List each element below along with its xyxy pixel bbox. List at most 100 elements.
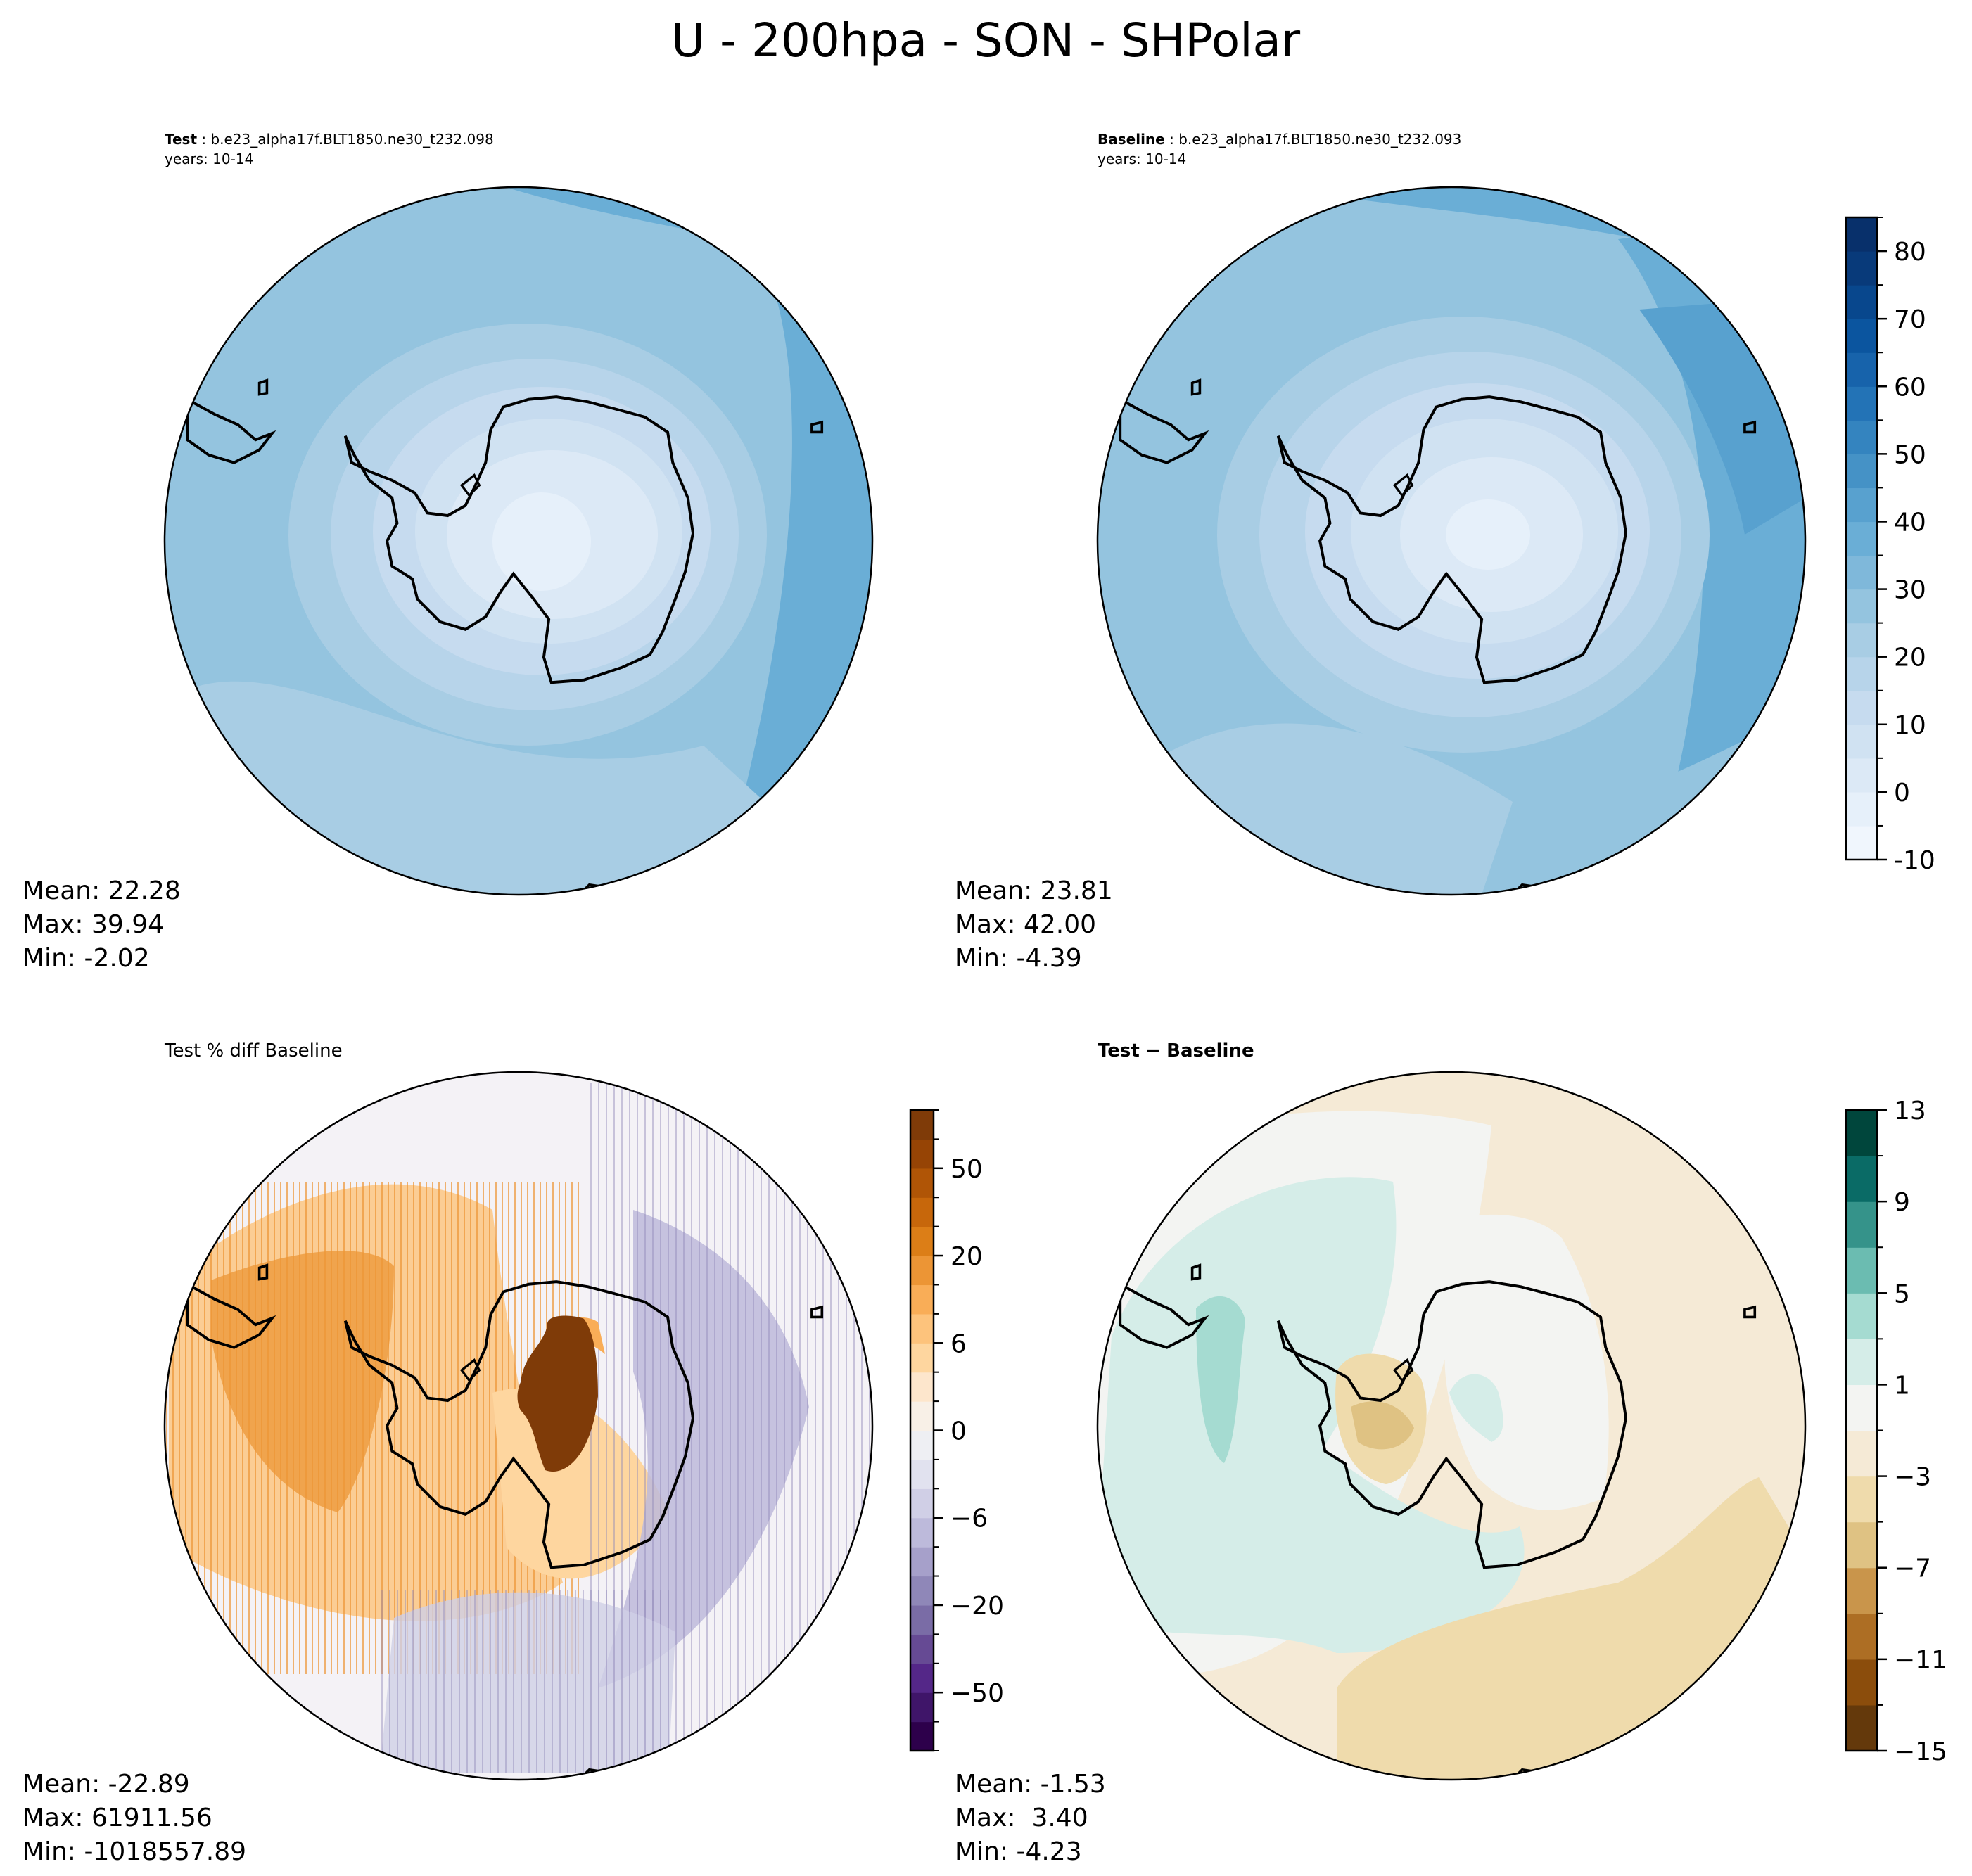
- colorbar-segment: [910, 1459, 934, 1489]
- colorbar-segment: [1846, 1339, 1877, 1386]
- colorbar-segment: [910, 1110, 934, 1140]
- colorbar-tick-label: 13: [1894, 1097, 1926, 1125]
- colorbar-segment: [910, 1168, 934, 1198]
- panel-difference-subtitle: Test − Baseline: [1098, 1040, 1254, 1061]
- colorbar-tick-label: −6: [950, 1505, 988, 1533]
- colorbar-segment: [1846, 623, 1877, 658]
- colorbar-segment: [910, 1197, 934, 1227]
- map-baseline-field: [1098, 187, 1805, 895]
- colorbar-segment: [1846, 352, 1877, 387]
- colorbar-segment: [1846, 690, 1877, 725]
- colorbar-tick-label: −11: [1894, 1646, 1947, 1675]
- colorbar-tick-label: 6: [950, 1329, 967, 1358]
- colorbar-segment: [910, 1343, 934, 1373]
- panel-percent-diff: Test % diff Baseline Mean: -22.89 Max: 6…: [23, 1040, 1004, 1866]
- colorbar-segment: [1846, 251, 1877, 286]
- colorbar-tick-label: 5: [1894, 1280, 1910, 1308]
- map-test-boundary: [163, 186, 874, 896]
- colorbar-wind: -10 0 10 20 30 40 50 60 70 80: [1845, 216, 1935, 875]
- colorbar-tick-label: 80: [1894, 238, 1926, 267]
- stat-min: Min: -2.02: [23, 944, 150, 973]
- map-percent-diff-boundary: [163, 1071, 874, 1781]
- colorbar-segment: [910, 1226, 934, 1256]
- colorbar-segment: [910, 1721, 934, 1751]
- colorbar-segment: [910, 1517, 934, 1548]
- colorbar-segment: [1846, 1659, 1877, 1706]
- stat-max: Max: 39.94: [23, 910, 164, 939]
- colorbar-tick-label: 1: [1894, 1371, 1910, 1400]
- colorbar-tick-label: 20: [1894, 644, 1926, 672]
- colorbar-percent: −50 −20 −6 0 6 20 50: [909, 1109, 1004, 1752]
- colorbar-tick-label: 50: [950, 1155, 983, 1184]
- colorbar-segment: [1846, 1110, 1877, 1156]
- stat-min: Min: -4.39: [955, 944, 1082, 973]
- colorbar-tick-label: 50: [1894, 440, 1926, 469]
- colorbar-segment: [910, 1401, 934, 1431]
- colorbar-segment: [910, 1372, 934, 1402]
- colorbar-tick-label: 30: [1894, 576, 1926, 605]
- colorbar-segment: [1846, 1476, 1877, 1523]
- colorbar-segment: [1846, 386, 1877, 421]
- colorbar-tick-label: -10: [1894, 846, 1935, 875]
- colorbar-segment: [910, 1256, 934, 1286]
- colorbar-segment: [1846, 791, 1877, 827]
- colorbar-segment: [1846, 1430, 1877, 1477]
- colorbar-segment: [1846, 656, 1877, 691]
- colorbar-segment: [1846, 521, 1877, 556]
- stat-mean: Mean: -22.89: [23, 1770, 190, 1799]
- colorbar-tick-label: 70: [1894, 305, 1926, 334]
- panel-baseline-years: years: 10-14: [1098, 151, 1186, 167]
- stat-mean: Mean: 23.81: [955, 876, 1113, 905]
- colorbar-tick-label: −15: [1894, 1737, 1947, 1766]
- panel-test-subtitle: Test : b.e23_alpha17f.BLT1850.ne30_t232.…: [165, 131, 494, 148]
- map-difference-boundary: [1096, 1071, 1807, 1781]
- colorbar-segment: [1846, 1201, 1877, 1248]
- colorbar-tick-label: 40: [1894, 508, 1926, 537]
- colorbar-segment: [1846, 319, 1877, 353]
- panel-test-years: years: 10-14: [165, 151, 253, 167]
- colorbar-segment: [1846, 420, 1877, 454]
- colorbar-segment: [1846, 1567, 1877, 1614]
- colorbar-tick-label: 0: [1894, 779, 1910, 808]
- colorbar-segment: [1846, 1293, 1877, 1339]
- colorbar-tick-label: 20: [950, 1242, 983, 1271]
- panel-baseline-subtitle: Baseline : b.e23_alpha17f.BLT1850.ne30_t…: [1098, 131, 1461, 148]
- colorbar-segment: [1846, 724, 1877, 759]
- colorbar-segment: [910, 1634, 934, 1664]
- colorbar-segment: [1846, 1704, 1877, 1751]
- colorbar-segment: [910, 1430, 934, 1460]
- colorbar-segment: [1846, 285, 1877, 319]
- colorbar-segment: [1846, 758, 1877, 793]
- colorbar-segment: [1846, 825, 1877, 860]
- colorbar-tick-label: −3: [1894, 1463, 1931, 1492]
- panel-baseline: Baseline : b.e23_alpha17f.BLT1850.ne30_t…: [955, 131, 1935, 973]
- colorbar-segment: [1846, 589, 1877, 624]
- stat-max: Max: 61911.56: [23, 1804, 212, 1832]
- stat-min: Min: -1018557.89: [23, 1837, 246, 1866]
- colorbar-segment: [1846, 1521, 1877, 1569]
- colorbar-segment: [1846, 487, 1877, 523]
- colorbar-segment: [1846, 1156, 1877, 1202]
- colorbar-segment: [910, 1692, 934, 1723]
- colorbar-segment: [910, 1547, 934, 1577]
- colorbar-segment: [910, 1284, 934, 1315]
- stat-min: Min: -4.23: [955, 1837, 1082, 1866]
- colorbar-segment: [1846, 454, 1877, 489]
- colorbar-segment: [1846, 1613, 1877, 1660]
- figure-title: U - 200hpa - SON - SHPolar: [671, 13, 1301, 68]
- map-difference-field: [1098, 1072, 1805, 1780]
- colorbar-segment: [910, 1576, 934, 1606]
- stat-mean: Mean: -1.53: [955, 1770, 1106, 1799]
- panel-difference: Test − Baseline Mean: -1.53 Max: 3.40 Mi…: [955, 1040, 1947, 1866]
- colorbar-segment: [1846, 217, 1877, 252]
- colorbar-segment: [910, 1663, 934, 1693]
- colorbar-segment: [910, 1139, 934, 1169]
- colorbar-tick-label: −7: [1894, 1555, 1931, 1583]
- colorbar-tick-label: 60: [1894, 373, 1926, 402]
- colorbar-segment: [1846, 1384, 1877, 1431]
- colorbar-difference: −15 −11 −7 −3 1 5 9 13: [1845, 1097, 1947, 1766]
- stat-max: Max: 3.40: [955, 1804, 1088, 1832]
- map-test-field: [165, 187, 872, 895]
- colorbar-segment: [1846, 1247, 1877, 1294]
